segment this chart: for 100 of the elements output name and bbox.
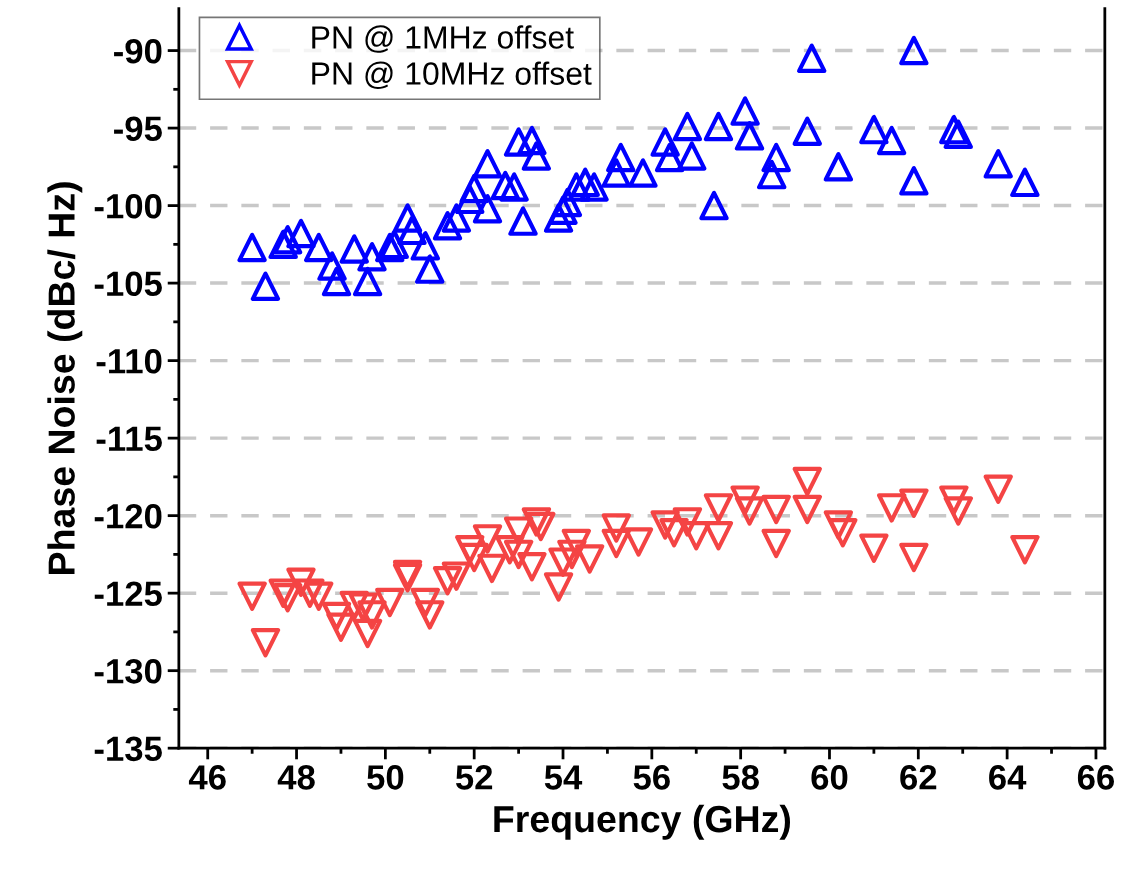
point [250,628,281,658]
point [703,521,734,551]
point [521,141,552,171]
point [415,600,445,630]
x-axis-title: Frequency (GHz) [494,804,791,840]
point [601,513,632,543]
point [823,152,854,182]
point [392,203,423,233]
point [943,496,973,526]
point [286,218,316,249]
point [677,141,707,171]
point [472,149,503,179]
point [499,172,529,202]
point [792,494,822,525]
point [939,485,969,515]
point [317,251,347,281]
point [375,587,405,618]
point [455,535,485,565]
point [357,242,387,272]
y-tick-label: -125 [94,581,162,607]
point [397,215,427,246]
y-tick-label: -115 [96,426,162,452]
point [432,211,463,241]
x-tick-label: 62 [900,765,937,790]
y-tick-label: -120 [94,503,162,529]
point [859,114,889,145]
point [557,539,587,570]
point [441,203,472,233]
point [792,116,822,146]
point [983,474,1013,504]
point [304,581,334,611]
point [876,493,907,523]
x-tick-label: 66 [1077,765,1115,790]
point [601,528,632,559]
point [477,553,507,584]
point [1010,535,1040,565]
point [899,35,929,66]
point [574,544,605,574]
point [321,601,352,632]
point [508,206,538,236]
point [441,561,472,591]
point [899,488,929,518]
point [410,587,441,618]
point [503,127,534,157]
point [517,125,547,156]
x-tick-label: 58 [722,765,759,790]
point [326,612,356,642]
point [352,618,383,649]
y-axis-title: Phase Noise (dBc/ Hz) [47,182,83,574]
point [570,167,600,198]
point [459,173,489,204]
point [899,166,929,196]
point [761,528,791,559]
point [650,510,680,540]
point [286,567,316,598]
y-tick-label: -90 [114,38,162,64]
point [703,111,734,142]
point [859,533,889,563]
point [828,517,858,548]
point [339,234,369,264]
point [650,127,680,157]
point [237,232,267,263]
point [339,590,369,621]
point [548,547,578,577]
point [472,193,503,224]
point [672,507,703,537]
point [295,578,325,608]
y-tick-label: -100 [94,193,162,219]
point [823,510,854,540]
y-tick-label: -95 [114,116,162,142]
y-tick-label: -135 [94,736,162,762]
point [899,542,929,573]
x-tick-label: 52 [455,765,493,790]
point [579,172,609,202]
x-tick-label: 56 [633,765,670,790]
point [357,600,387,630]
point [517,552,547,582]
point [628,158,658,188]
point [703,493,734,523]
point [543,572,574,602]
x-tick-label: 46 [188,765,226,790]
x-tick-label: 54 [544,765,583,790]
point [1010,167,1040,198]
point [761,494,791,525]
point [672,111,703,142]
point [606,142,636,173]
point [601,158,632,188]
point [797,43,827,74]
x-tick-label: 60 [811,765,848,790]
point [250,271,281,301]
point [983,149,1013,179]
point [410,231,441,261]
point [761,142,791,173]
point [654,142,685,173]
point [792,466,822,497]
point [472,524,503,554]
point [623,527,654,557]
point [757,159,787,190]
x-tick-label: 64 [989,765,1027,790]
point [503,516,534,546]
